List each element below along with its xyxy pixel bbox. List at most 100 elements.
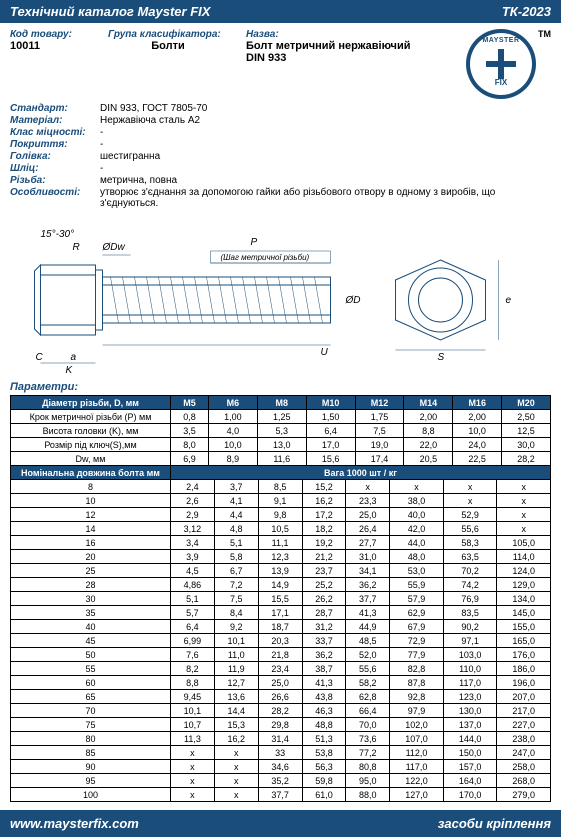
logo-area: MAYSTER FIX ТМ — [461, 29, 551, 99]
length-cell: 90 — [11, 760, 171, 774]
code-label: Код товару: — [10, 29, 90, 40]
cell: 67,9 — [390, 620, 444, 634]
cell: 18,2 — [302, 522, 346, 536]
header-title: Технічний каталог Mayster FIX — [10, 4, 210, 19]
cell: 55,6 — [346, 662, 390, 676]
cell: 1,50 — [306, 410, 355, 424]
spec-label: Різьба: — [10, 175, 100, 186]
cell: 2,9 — [171, 508, 215, 522]
header-code: ТК-2023 — [502, 4, 551, 19]
cell: 41,3 — [302, 676, 346, 690]
cell: 6,4 — [171, 620, 215, 634]
cell: 66,4 — [346, 704, 390, 718]
length-cell: 35 — [11, 606, 171, 620]
dim-k: K — [66, 365, 74, 375]
cell: 25,0 — [258, 676, 302, 690]
spec-value: шестигранна — [100, 151, 551, 162]
bolt-diagram: 15°-30° R ØDw P (Шаг метричної різьби) Ø… — [10, 215, 551, 375]
cell: 9,8 — [258, 508, 302, 522]
cell: 103,0 — [443, 648, 497, 662]
cell: 77,9 — [390, 648, 444, 662]
cell: 165,0 — [497, 634, 551, 648]
cell: 9,45 — [171, 690, 215, 704]
cell: 36,2 — [302, 648, 346, 662]
cell: 12,5 — [502, 424, 551, 438]
cell: 105,0 — [497, 536, 551, 550]
cell: 26,4 — [346, 522, 390, 536]
cell: x — [171, 788, 215, 802]
name-value: Болт метричний нержавіючий DIN 933 — [246, 40, 426, 64]
cell: x — [214, 788, 258, 802]
cell: 31,0 — [346, 550, 390, 564]
cell: 6,4 — [306, 424, 355, 438]
cell: 82,8 — [390, 662, 444, 676]
cell: 134,0 — [497, 592, 551, 606]
cell: 28,7 — [302, 606, 346, 620]
table-row: 100xx37,761,088,0127,0170,0279,0 — [11, 788, 551, 802]
cell: 8,8 — [404, 424, 453, 438]
cell: 144,0 — [443, 732, 497, 746]
cell: 3,12 — [171, 522, 215, 536]
length-cell: 10 — [11, 494, 171, 508]
cell: 19,0 — [355, 438, 404, 452]
cell: 24,0 — [453, 438, 502, 452]
length-cell: 70 — [11, 704, 171, 718]
header-bar: Технічний каталог Mayster FIX ТК-2023 — [0, 0, 561, 23]
length-cell: 55 — [11, 662, 171, 676]
table-row: 203,95,812,321,231,048,063,5114,0 — [11, 550, 551, 564]
cell: 44,0 — [390, 536, 444, 550]
cell: 155,0 — [497, 620, 551, 634]
cell: 2,00 — [404, 410, 453, 424]
cell: 58,3 — [443, 536, 497, 550]
size-header: M20 — [502, 396, 551, 410]
cell: 13,0 — [257, 438, 306, 452]
cell: 3,9 — [171, 550, 215, 564]
cell: 10,0 — [208, 438, 257, 452]
table-row: 85xx3353,877,2112,0150,0247,0 — [11, 746, 551, 760]
cell: x — [390, 480, 444, 494]
cell: 7,6 — [171, 648, 215, 662]
cell: 20,3 — [258, 634, 302, 648]
spec-value: - — [100, 139, 551, 150]
row-label: Dw, мм — [11, 452, 171, 466]
length-cell: 100 — [11, 788, 171, 802]
cell: 26,6 — [258, 690, 302, 704]
cell: 35,2 — [258, 774, 302, 788]
cell: 5,7 — [171, 606, 215, 620]
cell: 2,6 — [171, 494, 215, 508]
footer-tagline: засоби кріплення — [438, 816, 551, 831]
cell: 43,8 — [302, 690, 346, 704]
cell: 15,5 — [258, 592, 302, 606]
top-section: Код товару: 10011 Група класифікатора: Б… — [0, 23, 561, 99]
cell: 36,2 — [346, 578, 390, 592]
logo-text-bottom: FIX — [470, 78, 532, 87]
cell: 129,0 — [497, 578, 551, 592]
top-info: Код товару: 10011 Група класифікатора: Б… — [10, 29, 461, 99]
cell: 6,99 — [171, 634, 215, 648]
cell: 5,1 — [214, 536, 258, 550]
cell: 38,0 — [390, 494, 444, 508]
cell: 2,50 — [502, 410, 551, 424]
cell: 74,2 — [443, 578, 497, 592]
table-row: 90xx34,656,380,8117,0157,0258,0 — [11, 760, 551, 774]
cell: 37,7 — [346, 592, 390, 606]
cell: 2,00 — [453, 410, 502, 424]
cell: 107,0 — [390, 732, 444, 746]
cell: 4,86 — [171, 578, 215, 592]
cell: 145,0 — [497, 606, 551, 620]
cell: 130,0 — [443, 704, 497, 718]
cell: 12,7 — [214, 676, 258, 690]
cell: x — [171, 746, 215, 760]
length-cell: 95 — [11, 774, 171, 788]
cell: 22,0 — [404, 438, 453, 452]
cell: 124,0 — [497, 564, 551, 578]
dim-angle: 15°-30° — [41, 229, 75, 240]
cell: 53,0 — [390, 564, 444, 578]
footer-bar: www.maysterfix.com засоби кріплення — [0, 810, 561, 837]
cell: x — [346, 480, 390, 494]
spec-value: метрична, повна — [100, 175, 551, 186]
cell: 28,2 — [502, 452, 551, 466]
cell: 37,7 — [258, 788, 302, 802]
dim-c: C — [36, 352, 44, 363]
cell: 34,6 — [258, 760, 302, 774]
